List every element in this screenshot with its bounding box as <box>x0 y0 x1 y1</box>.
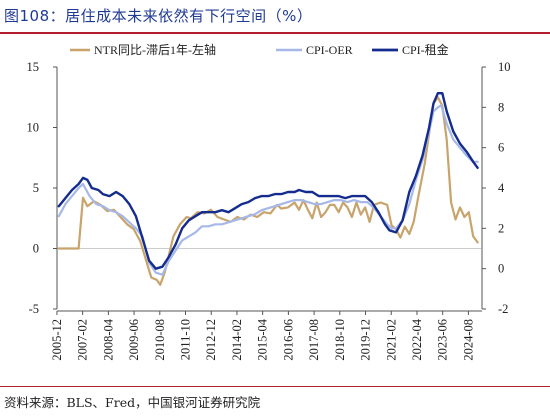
x-axis-tick-label: 2007-02 <box>76 319 90 361</box>
x-axis-tick-label: 2005-12 <box>50 319 64 361</box>
right-axis-tick-label: 6 <box>498 141 504 155</box>
right-axis-tick-label: 0 <box>498 262 504 276</box>
x-axis-tick-label: 2024-08 <box>461 319 475 361</box>
chart-legend: NTR同比-滞后1年-左轴 CPI-OER CPI-租金 <box>70 42 449 57</box>
series-line-cpi-oer <box>57 104 479 276</box>
chart-series <box>57 92 479 286</box>
x-axis-tick-label: 2011-10 <box>179 319 193 360</box>
series-line-cpi-rent <box>57 92 479 270</box>
title-divider <box>0 32 550 34</box>
chart-title: 图108：居住成本未来依然有下行空间（%） <box>4 7 313 25</box>
x-axis-tick-label: 2022-04 <box>410 318 424 360</box>
right-axis-tick-label: -2 <box>498 302 508 316</box>
x-axis-tick-label: 2008-04 <box>101 318 115 360</box>
left-axis-tick-label: 15 <box>27 60 40 74</box>
left-axis-tick-label: -5 <box>29 302 39 316</box>
x-axis-tick-label: 2023-06 <box>436 319 450 361</box>
x-axis-tick-label: 2016-06 <box>281 319 295 361</box>
right-axis-tick-label: 2 <box>498 221 504 235</box>
left-axis-tick-label: 10 <box>27 121 40 135</box>
x-axis-tick-label: 2010-08 <box>153 319 167 361</box>
series-line-ntr <box>57 96 479 286</box>
right-axis-tick-label: 8 <box>498 100 504 114</box>
x-axis-tick-label: 2021-02 <box>384 319 398 361</box>
footer-divider <box>0 386 550 387</box>
title-bar: 图108：居住成本未来依然有下行空间（%） <box>0 0 550 34</box>
right-axis-tick-label: 10 <box>498 60 511 74</box>
x-axis-tick-label: 2019-12 <box>359 319 373 361</box>
legend-item-ntr-label: NTR同比-滞后1年-左轴 <box>94 42 216 57</box>
line-chart: -5 0 5 10 15 -2 0 2 4 6 8 10 2005-12 2007-02 2008-04 20… <box>27 42 511 361</box>
right-axis-tick-label: 4 <box>498 181 505 195</box>
left-axis-tick-label: 5 <box>33 181 39 195</box>
chart-axes: -5 0 5 10 15 -2 0 2 4 6 8 10 2005-12 2007-02 2008-04 20… <box>27 60 511 361</box>
x-axis-tick-label: 2014-02 <box>230 319 244 361</box>
x-axis-tick-label: 2015-04 <box>256 318 270 360</box>
left-axis-tick-label: 0 <box>33 242 39 256</box>
x-axis-tick-label: 2009-06 <box>127 319 141 361</box>
legend-item-cpi-rent-label: CPI-租金 <box>402 42 449 57</box>
source-note: 资料来源：BLS、Fred，中国银河证券研究院 <box>4 395 261 410</box>
legend-item-cpi-oer-label: CPI-OER <box>306 43 353 57</box>
x-axis-tick-label: 2017-08 <box>307 319 321 361</box>
x-axis-tick-label: 2018-10 <box>333 319 347 361</box>
x-axis-tick-label: 2012-12 <box>204 319 218 361</box>
